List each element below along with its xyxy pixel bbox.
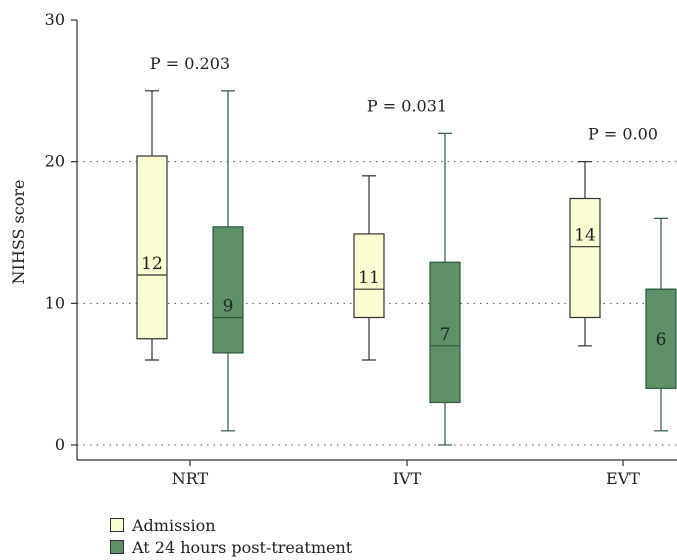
box-body: [645, 288, 677, 389]
median-value-label: 7: [440, 325, 451, 345]
p-values: P = 0.203 P = 0.031 P = 0.00: [150, 54, 658, 144]
box-body: [569, 197, 601, 319]
median-value-label: 6: [656, 330, 667, 350]
legend-item-24h: At 24 hours post-treatment: [110, 536, 352, 558]
box-IVT-24h: 7: [429, 132, 461, 446]
box-IVT-admission: 11: [353, 175, 385, 361]
x-tick-label-IVT: IVT: [393, 469, 422, 488]
legend-label-admission: Admission: [132, 515, 216, 535]
box-body: [353, 233, 385, 319]
y-tick-label-20: 20: [45, 152, 65, 171]
box-EVT-admission: 14: [569, 161, 601, 347]
p-value-IVT: P = 0.031: [367, 96, 447, 115]
box-NRT-24h: 9: [212, 90, 244, 432]
x-ticks: NRT IVT EVT: [172, 460, 640, 488]
legend: Admission At 24 hours post-treatment: [110, 514, 352, 558]
box-EVT-24h: 6: [645, 217, 677, 432]
box-body: [136, 155, 168, 340]
legend-swatch-admission: [110, 518, 124, 532]
x-tick-label-NRT: NRT: [172, 469, 209, 488]
p-value-NRT: P = 0.203: [150, 54, 230, 73]
y-ticks: 0 10 20 30: [45, 10, 77, 454]
median-value-label: 9: [223, 297, 234, 317]
median-value-label: 11: [358, 268, 380, 288]
y-axis-label: NIHSS score: [9, 180, 28, 285]
legend-label-24h: At 24 hours post-treatment: [132, 537, 353, 557]
box-body: [212, 226, 244, 354]
median-value-label: 12: [141, 254, 163, 274]
box-NRT-admission: 12: [136, 90, 168, 361]
legend-swatch-24h: [110, 540, 124, 554]
y-tick-label-10: 10: [45, 293, 65, 312]
axes: NIHSS score: [9, 20, 677, 461]
box-body: [429, 261, 461, 404]
y-tick-label-0: 0: [55, 435, 65, 454]
p-value-EVT: P = 0.00: [588, 125, 658, 144]
boxes: 12 9 11 7 14 6: [136, 90, 677, 446]
y-tick-label-30: 30: [45, 10, 65, 29]
x-tick-label-EVT: EVT: [606, 469, 640, 488]
median-value-label: 14: [574, 226, 596, 246]
legend-item-admission: Admission: [110, 514, 352, 536]
